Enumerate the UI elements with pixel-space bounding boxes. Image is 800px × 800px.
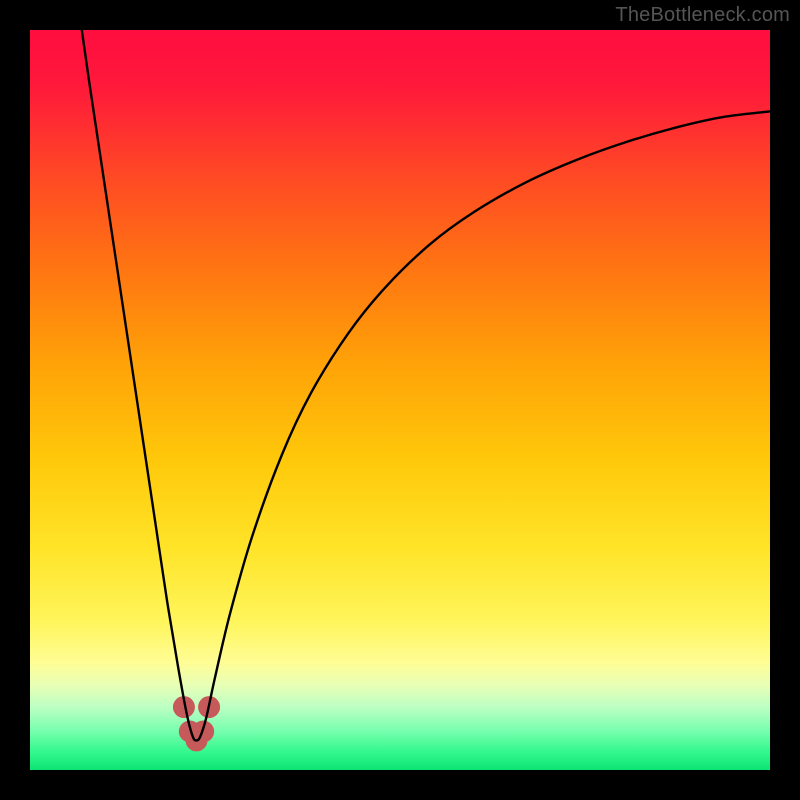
- chart-container: TheBottleneck.com: [0, 0, 800, 800]
- watermark-label: TheBottleneck.com: [615, 4, 790, 27]
- chart-gradient-bg: [30, 30, 770, 770]
- bottleneck-chart: [0, 0, 800, 800]
